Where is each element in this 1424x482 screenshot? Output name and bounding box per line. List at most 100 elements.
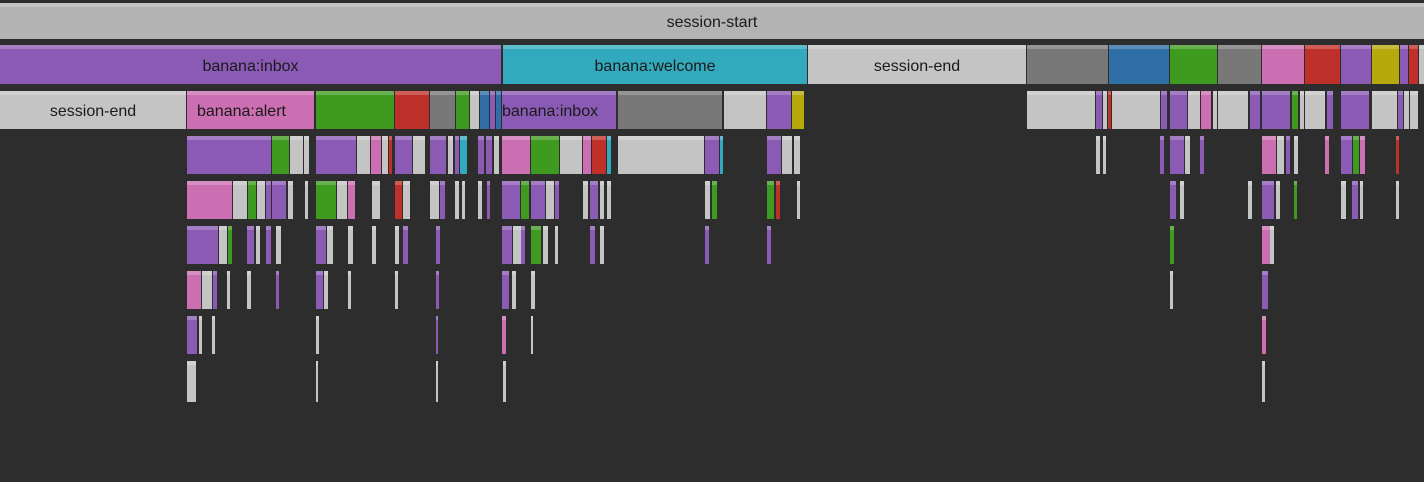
flame-node[interactable] (276, 226, 281, 264)
flame-node[interactable] (502, 226, 512, 264)
flame-node[interactable] (462, 181, 465, 219)
flame-node[interactable] (1276, 181, 1280, 219)
flame-node[interactable] (357, 136, 370, 174)
flame-node[interactable] (607, 136, 611, 174)
flame-node[interactable] (1396, 136, 1399, 174)
flame-node[interactable] (288, 181, 293, 219)
flame-node[interactable] (782, 136, 792, 174)
flame-node[interactable] (460, 136, 467, 174)
flame-node[interactable] (430, 91, 455, 129)
flame-node[interactable] (382, 136, 388, 174)
flame-node[interactable] (430, 181, 439, 219)
flame-node[interactable] (1262, 316, 1266, 354)
flame-node[interactable] (1170, 45, 1217, 84)
flame-node[interactable] (1180, 181, 1184, 219)
flame-node[interactable] (327, 226, 333, 264)
flame-node[interactable] (1170, 226, 1174, 264)
node-session-start[interactable]: session-start (0, 3, 1424, 39)
flame-node[interactable] (187, 271, 201, 309)
flame-node[interactable] (436, 226, 440, 264)
flame-node[interactable] (1170, 91, 1187, 129)
flame-node[interactable] (560, 136, 582, 174)
flame-node[interactable] (233, 181, 247, 219)
flame-node[interactable] (1262, 91, 1290, 129)
flame-node[interactable] (448, 136, 453, 174)
flame-node[interactable] (348, 226, 353, 264)
flame-node[interactable] (395, 226, 399, 264)
flame-node[interactable] (1185, 136, 1190, 174)
flame-node[interactable] (1262, 136, 1276, 174)
flame-node[interactable] (1404, 91, 1409, 129)
flame-node[interactable] (583, 136, 591, 174)
flame-node[interactable] (1170, 271, 1173, 309)
flame-node[interactable] (316, 271, 323, 309)
flame-node[interactable] (543, 226, 548, 264)
flame-node[interactable] (618, 91, 722, 129)
flame-node[interactable] (583, 181, 588, 219)
flame-node[interactable] (1300, 91, 1304, 129)
flame-node[interactable] (430, 136, 446, 174)
flame-node[interactable] (724, 91, 766, 129)
flame-node[interactable] (403, 181, 410, 219)
flame-node[interactable] (705, 136, 719, 174)
flame-node[interactable] (1270, 226, 1274, 264)
flame-node[interactable] (494, 136, 499, 174)
flame-node[interactable] (1096, 91, 1102, 129)
flame-node[interactable] (202, 271, 212, 309)
node-session-end[interactable]: session-end (808, 45, 1026, 84)
flame-node[interactable] (1294, 136, 1298, 174)
flame-node[interactable] (487, 181, 490, 219)
flame-node[interactable] (1341, 181, 1346, 219)
flame-node[interactable] (513, 226, 521, 264)
flame-node[interactable] (767, 181, 774, 219)
flame-node[interactable] (247, 226, 254, 264)
flame-node[interactable] (767, 136, 781, 174)
flame-node[interactable] (502, 136, 530, 174)
flame-node[interactable] (1027, 45, 1108, 84)
flame-node[interactable] (324, 271, 328, 309)
flame-node[interactable] (1410, 91, 1418, 129)
flame-node[interactable] (440, 181, 445, 219)
flame-node[interactable] (1200, 136, 1204, 174)
flame-node[interactable] (1286, 136, 1290, 174)
flame-node[interactable] (187, 361, 196, 402)
flame-node[interactable] (395, 136, 412, 174)
flame-node[interactable] (478, 181, 482, 219)
flame-node[interactable] (187, 136, 271, 174)
flame-node[interactable] (266, 226, 271, 264)
flame-node[interactable] (1112, 91, 1160, 129)
flame-node[interactable] (1360, 136, 1365, 174)
flame-node[interactable] (1103, 136, 1106, 174)
flame-node[interactable] (531, 181, 545, 219)
flame-node[interactable] (1103, 91, 1107, 129)
flame-node[interactable] (555, 226, 558, 264)
flame-node[interactable] (316, 91, 394, 129)
flame-node[interactable] (1096, 136, 1100, 174)
flame-node[interactable] (792, 91, 804, 129)
flame-node[interactable] (1108, 91, 1111, 129)
flame-node[interactable] (199, 316, 202, 354)
flame-node[interactable] (502, 316, 506, 354)
flame-node[interactable] (470, 91, 479, 129)
flame-node[interactable] (389, 136, 392, 174)
flame-node[interactable] (1409, 45, 1418, 84)
node-banana-alert[interactable]: banana:alert (187, 91, 314, 129)
flame-node[interactable] (455, 136, 459, 174)
flame-node[interactable] (316, 136, 356, 174)
flame-node[interactable] (600, 181, 604, 219)
flame-node[interactable] (403, 226, 408, 264)
flame-node[interactable] (531, 136, 559, 174)
flame-node[interactable] (1352, 181, 1358, 219)
flame-node[interactable] (720, 136, 723, 174)
flame-node[interactable] (348, 181, 355, 219)
flame-node[interactable] (767, 226, 771, 264)
flame-node[interactable] (1372, 91, 1397, 129)
node-banana-inbox-2[interactable]: banana:inbox (502, 91, 616, 129)
flame-node[interactable] (531, 271, 535, 309)
flame-node[interactable] (1325, 136, 1329, 174)
flame-node[interactable] (1262, 181, 1274, 219)
flame-node[interactable] (1027, 91, 1095, 129)
flame-node[interactable] (1250, 91, 1260, 129)
flame-node[interactable] (337, 181, 347, 219)
flame-node[interactable] (436, 316, 438, 354)
